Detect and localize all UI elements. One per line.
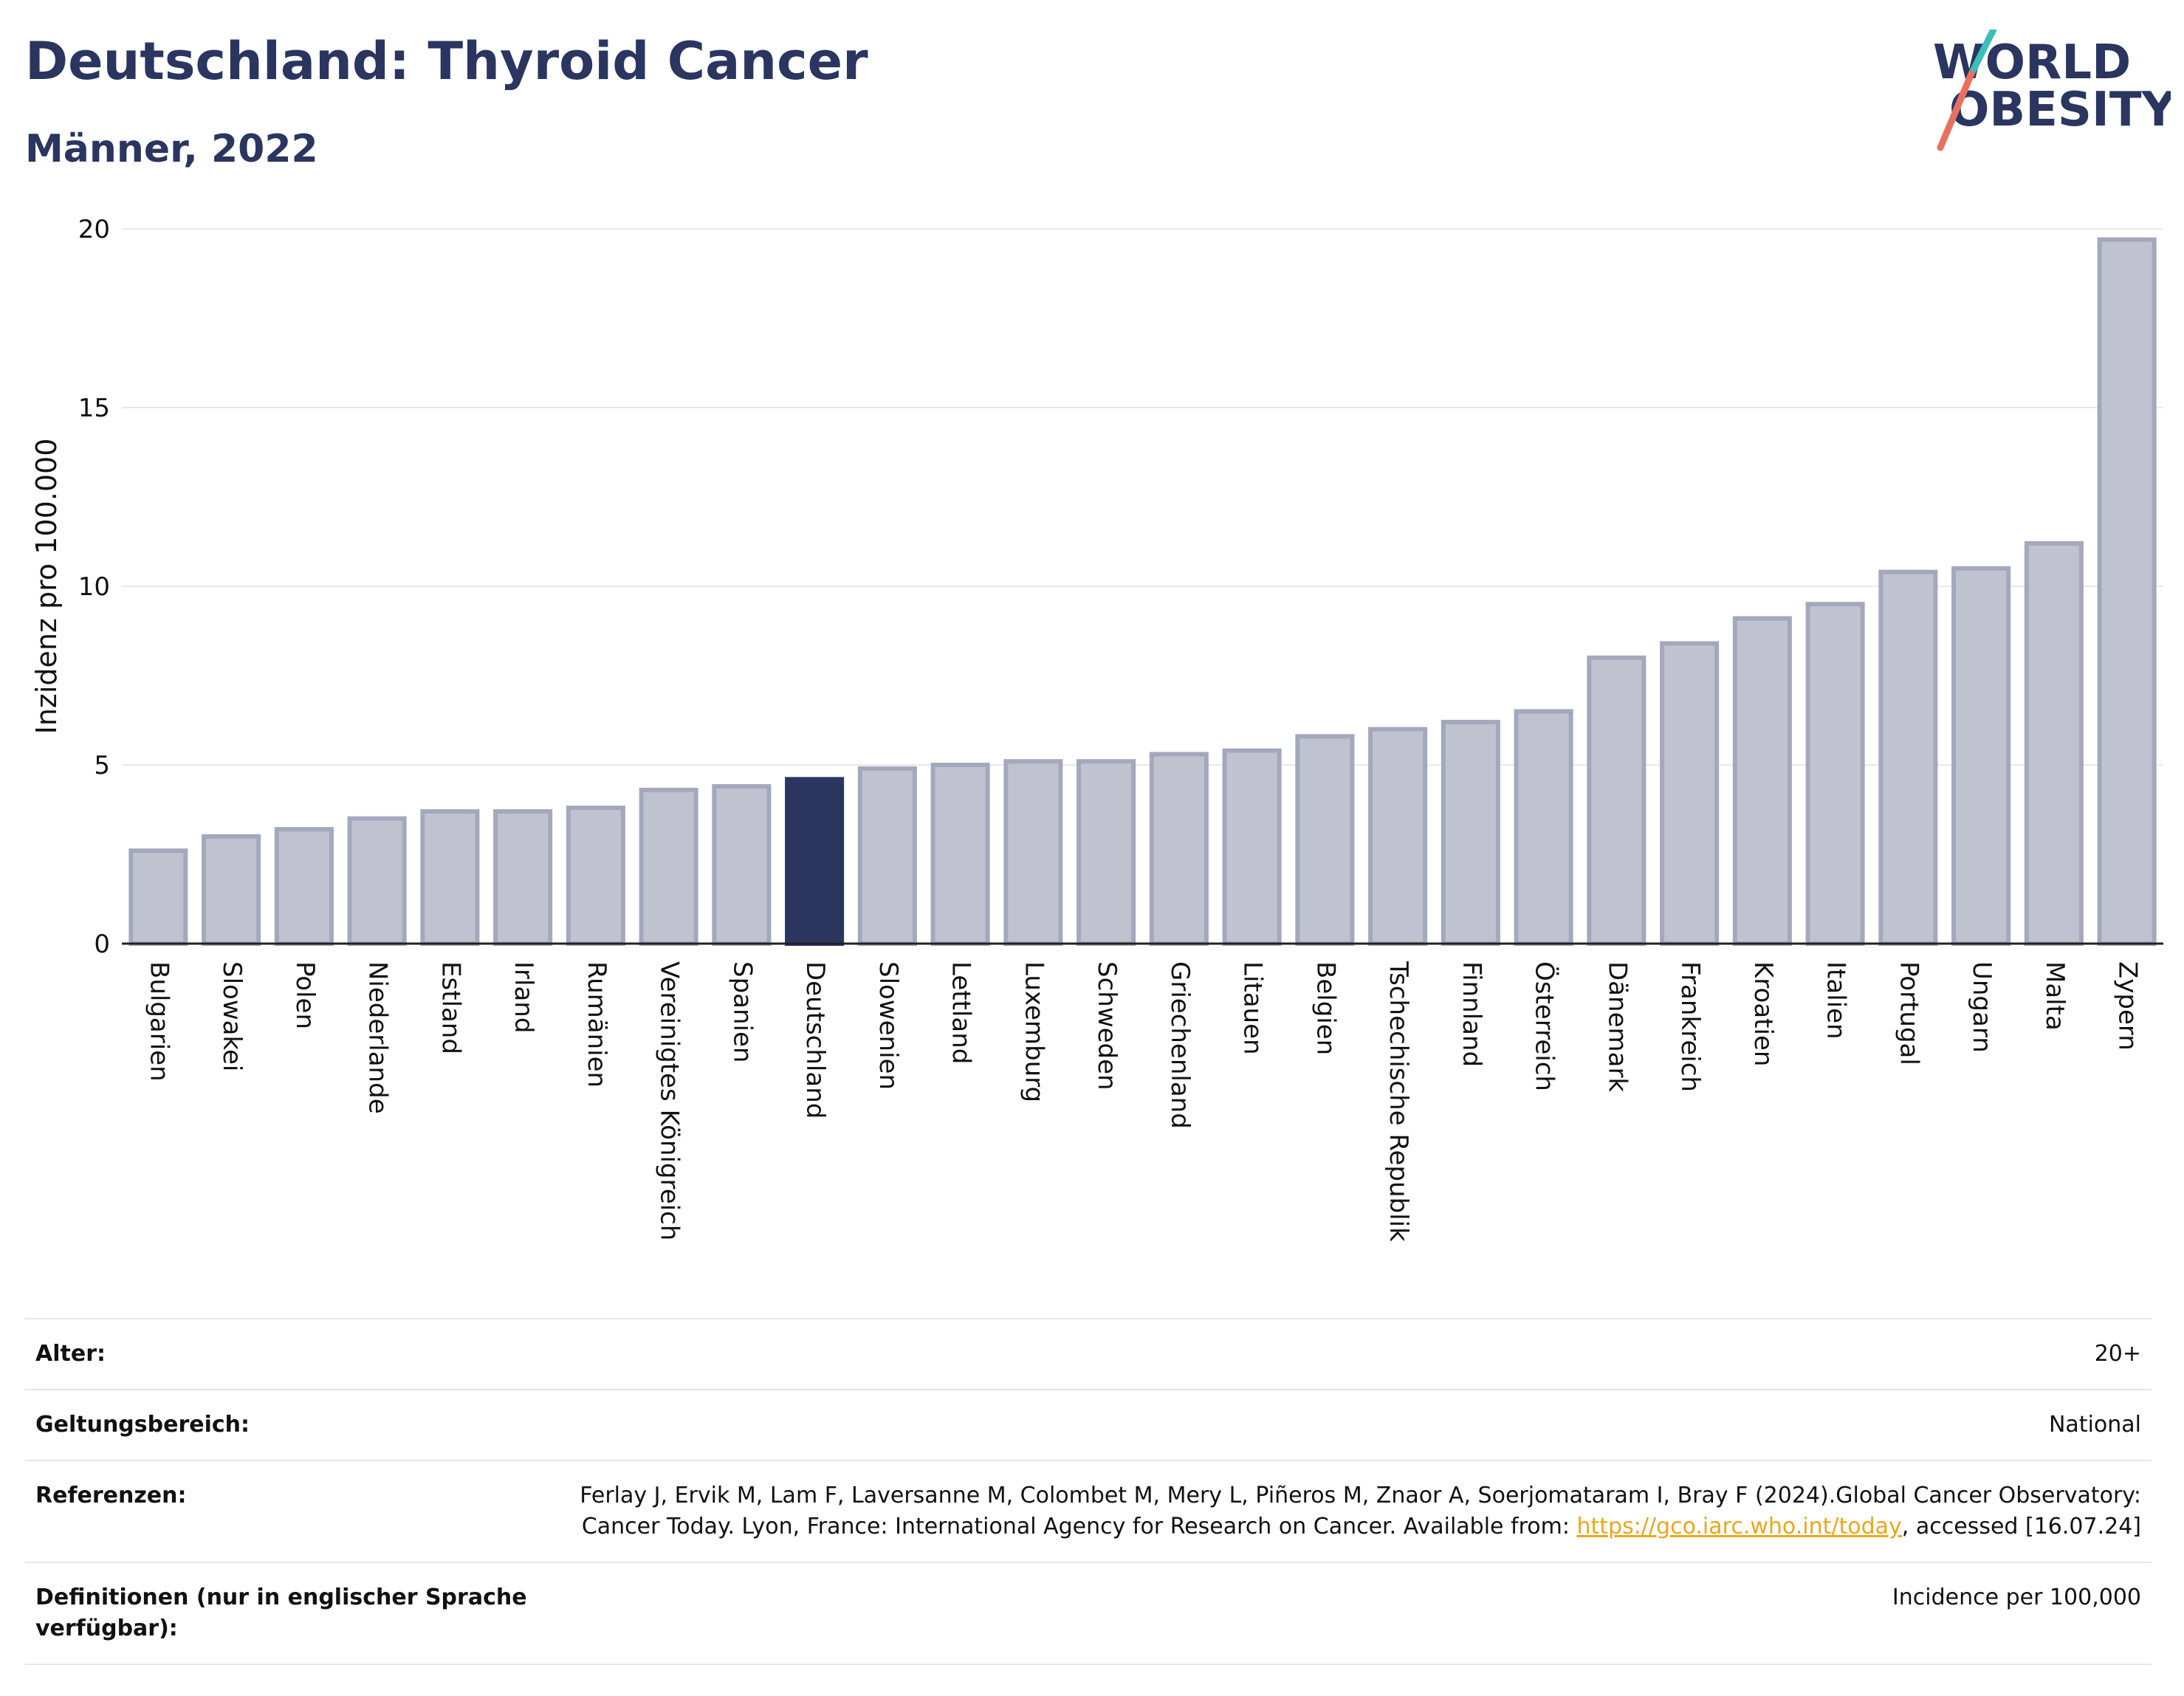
x-category-label: Spanien — [727, 961, 757, 1062]
x-category-label: Italien — [1821, 961, 1851, 1040]
y-tick-label: 5 — [94, 751, 110, 780]
x-category-label: Zypern — [2113, 961, 2143, 1051]
references-tail: , accessed [16.07.24] — [1901, 1514, 2141, 1539]
x-category-label: Kroatien — [1748, 961, 1778, 1066]
scope-value: National — [2048, 1412, 2141, 1438]
y-tick-label: 10 — [78, 572, 110, 602]
definitions-value: Incidence per 100,000 — [1892, 1585, 2141, 1610]
age-label: Alter: — [35, 1341, 106, 1367]
info-row-references: Referenzen: Ferlay J, Ervik M, Lam F, La… — [25, 1461, 2152, 1563]
bar-niederlande — [347, 816, 407, 946]
bar-irland — [493, 808, 553, 947]
y-tick-label: 20 — [78, 215, 110, 244]
x-category-label: Litauen — [1238, 961, 1268, 1055]
info-table: Alter: 20+ Geltungsbereich: National Ref… — [25, 1318, 2152, 1665]
bar-bulgarien — [128, 848, 188, 947]
x-category-label: Luxemburg — [1019, 961, 1048, 1102]
bar-luxemburg — [1003, 759, 1063, 947]
x-category-label: Malta — [2040, 961, 2070, 1031]
x-category-label: Dänemark — [1602, 961, 1632, 1092]
bar-slowakei — [202, 834, 261, 947]
x-category-label: Polen — [290, 961, 320, 1029]
definitions-label: Definitionen (nur in englischer Sprache … — [35, 1585, 527, 1641]
bar-italien — [1805, 602, 1865, 946]
references-label: Referenzen: — [35, 1483, 187, 1508]
bar-vereinigtes-königreich — [639, 787, 698, 946]
y-tick-label: 15 — [78, 394, 110, 423]
references-text: Ferlay J, Ervik M, Lam F, Laversanne M, … — [580, 1483, 2141, 1539]
bar-slowenien — [857, 766, 917, 946]
bar-dänemark — [1587, 655, 1646, 946]
x-category-label: Deutschland — [800, 961, 830, 1119]
bar-schweden — [1076, 759, 1136, 947]
bar-tschechische-republik — [1368, 727, 1428, 946]
y-tick-labels: 0 5 10 15 20 — [78, 215, 110, 959]
bar-ungarn — [1951, 566, 2011, 946]
page-title: Deutschland: Thyroid Cancer — [25, 31, 868, 92]
x-category-label: Lettland — [947, 961, 976, 1064]
references-value: Ferlay J, Ervik M, Lam F, Laversanne M, … — [567, 1480, 2141, 1542]
bar-österreich — [1514, 709, 1573, 947]
x-category-label: Niederlande — [363, 961, 393, 1114]
bar-portugal — [1878, 569, 1938, 946]
bar-malta — [2024, 540, 2084, 946]
x-category-label: Ungarn — [1967, 961, 1996, 1053]
bar-finnland — [1440, 719, 1500, 946]
x-category-label: Belgien — [1311, 961, 1340, 1055]
bar-griechenland — [1149, 752, 1209, 946]
x-category-label: Tschechische Republik — [1384, 961, 1413, 1242]
references-link[interactable]: https://gco.iarc.who.int/today — [1576, 1514, 1902, 1539]
info-row-definitions: Definitionen (nur in englischer Sprache … — [25, 1563, 2152, 1665]
logo-slash-teal — [1968, 30, 1997, 78]
age-value: 20+ — [2094, 1341, 2141, 1367]
world-obesity-logo: WORLD OBESITY — [1933, 30, 2171, 151]
x-category-label: Finnland — [1457, 961, 1486, 1067]
x-category-label: Griechenland — [1165, 961, 1195, 1129]
logo-text-obesity: OBESITY — [1949, 83, 2171, 137]
x-category-label: Estland — [436, 961, 465, 1054]
x-category-label: Frankreich — [1675, 961, 1705, 1092]
bar-frankreich — [1660, 641, 1720, 946]
x-category-labels: Bulgarien Slowakei Polen Niederlande Estland… — [144, 961, 2142, 1242]
y-axis-label: Inzidenz pro 100.000 — [30, 439, 63, 735]
y-tick-label: 0 — [94, 930, 110, 959]
x-category-label: Schweden — [1092, 961, 1122, 1091]
bars — [128, 237, 2157, 947]
logo-slash-coral — [1937, 70, 1975, 151]
x-category-label: Slowakei — [217, 961, 247, 1071]
x-category-label: Vereinigtes Königreich — [655, 961, 684, 1240]
x-category-label: Portugal — [1894, 961, 1923, 1065]
bar-litauen — [1222, 748, 1282, 946]
info-row-age: Alter: 20+ — [25, 1319, 2152, 1390]
bar-zypern — [2097, 237, 2157, 946]
bar-polen — [274, 827, 334, 946]
bar-belgien — [1295, 734, 1355, 947]
info-row-scope: Geltungsbereich: National — [25, 1390, 2152, 1461]
page-subtitle: Männer, 2022 — [25, 127, 318, 171]
x-category-label: Österreich — [1530, 961, 1560, 1091]
x-category-label: Bulgarien — [144, 961, 174, 1082]
bar-estland — [420, 808, 480, 947]
bar-lettland — [930, 763, 990, 946]
bar-rumänien — [566, 806, 625, 946]
x-category-label: Irland — [509, 961, 538, 1033]
x-category-label: Rumänien — [582, 961, 611, 1088]
bar-chart: 0 5 10 15 20 Bulgarien Slowakei Polen Niederlan… — [30, 215, 2163, 1242]
bar-spanien — [712, 784, 772, 947]
bar-deutschland — [785, 777, 845, 946]
x-category-label: Slowenien — [873, 961, 903, 1090]
scope-label: Geltungsbereich: — [35, 1412, 250, 1438]
bar-kroatien — [1732, 616, 1792, 946]
